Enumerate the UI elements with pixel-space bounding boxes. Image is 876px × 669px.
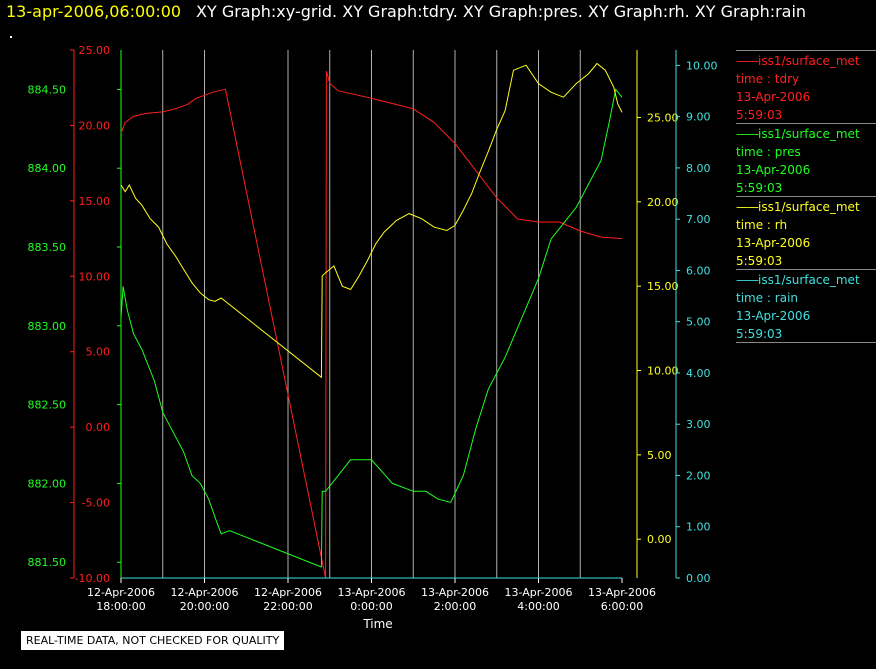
rh-tick-label: 25.00 — [647, 111, 679, 124]
legend-source: iss1/surface_met — [758, 127, 860, 141]
legend: ——iss1/surface_met time : tdry 13-Apr-20… — [736, 50, 876, 343]
legend-line-symbol: —— — [736, 200, 759, 214]
rain-tick-label: 8.00 — [686, 162, 711, 175]
rain-tick-label: 5.00 — [686, 316, 711, 329]
x-tick-label-time: 0:00:00 — [350, 600, 392, 613]
pres-tick-label: 881.50 — [28, 556, 67, 569]
status-dot — [10, 36, 12, 38]
graph-titles: XY Graph:xy-grid. XY Graph:tdry. XY Grap… — [196, 2, 807, 21]
rain-tick-label: 4.00 — [686, 367, 711, 380]
x-axis-label: Time — [362, 617, 392, 631]
legend-variable: time : rh — [736, 218, 788, 232]
tdry-series-line — [120, 70, 623, 579]
legend-date: 13-Apr-2006 — [736, 90, 811, 104]
legend-source: iss1/surface_met — [758, 54, 860, 68]
rain-tick-label: 6.00 — [686, 264, 711, 277]
pres-tick-label: 882.00 — [28, 477, 67, 490]
x-tick-label-date: 12-Apr-2006 — [87, 586, 155, 599]
rain-tick-label: 10.00 — [686, 59, 718, 72]
legend-time: 5:59:03 — [736, 254, 783, 268]
legend-bottom-rule — [736, 342, 876, 343]
legend-time: 5:59:03 — [736, 327, 783, 341]
legend-entry-pres: ——iss1/surface_met time : pres 13-Apr-20… — [736, 123, 876, 196]
x-tick-label-time: 2:00:00 — [434, 600, 476, 613]
rain-tick-label: 1.00 — [686, 521, 711, 534]
rh-series-line — [120, 62, 623, 379]
pres-tick-label: 884.50 — [28, 83, 67, 96]
legend-time: 5:59:03 — [736, 108, 783, 122]
legend-variable: time : tdry — [736, 72, 800, 86]
tdry-tick-label: -5.00 — [82, 497, 110, 510]
tdry-tick-label: 20.00 — [79, 119, 111, 132]
legend-line-symbol: —— — [736, 127, 759, 141]
x-tick-label-time: 20:00:00 — [180, 600, 229, 613]
rh-tick-label: 15.00 — [647, 280, 679, 293]
pres-series-line — [120, 88, 623, 568]
rh-tick-label: 0.00 — [647, 533, 672, 546]
legend-date: 13-Apr-2006 — [736, 236, 811, 250]
pres-tick-label: 882.50 — [28, 399, 67, 412]
timestamp: 13-apr-2006,06:00:00 — [6, 2, 182, 21]
x-tick-label-date: 13-Apr-2006 — [337, 586, 405, 599]
legend-variable: time : pres — [736, 145, 801, 159]
rh-tick-label: 20.00 — [647, 196, 679, 209]
tdry-tick-label: 0.00 — [86, 421, 111, 434]
tdry-tick-label: 25.00 — [79, 44, 111, 57]
legend-source: iss1/surface_met — [758, 273, 860, 287]
legend-time: 5:59:03 — [736, 181, 783, 195]
x-tick-label-date: 13-Apr-2006 — [504, 586, 572, 599]
pres-tick-label: 883.50 — [28, 241, 67, 254]
legend-entry-tdry: ——iss1/surface_met time : tdry 13-Apr-20… — [736, 50, 876, 123]
x-tick-label-time: 22:00:00 — [263, 600, 312, 613]
quality-note: REAL-TIME DATA, NOT CHECKED FOR QUALITY — [21, 631, 285, 650]
rain-tick-label: 9.00 — [686, 111, 711, 124]
rh-tick-label: 10.00 — [647, 365, 679, 378]
rain-tick-label: 7.00 — [686, 213, 711, 226]
rain-tick-label: 2.00 — [686, 469, 711, 482]
legend-entry-rain: ——iss1/surface_met time : rain 13-Apr-20… — [736, 269, 876, 342]
legend-line-symbol: —— — [736, 54, 759, 68]
legend-source: iss1/surface_met — [758, 200, 860, 214]
tdry-tick-label: -10.00 — [75, 572, 110, 585]
legend-line-symbol: —— — [736, 273, 759, 287]
pres-tick-label: 883.00 — [28, 320, 67, 333]
tdry-tick-label: 10.00 — [79, 270, 111, 283]
rain-tick-label: 0.00 — [686, 572, 711, 585]
tdry-tick-label: 5.00 — [86, 346, 111, 359]
legend-date: 13-Apr-2006 — [736, 309, 811, 323]
legend-variable: time : rain — [736, 291, 799, 305]
x-tick-label-time: 4:00:00 — [517, 600, 559, 613]
x-tick-label-date: 13-Apr-2006 — [588, 586, 656, 599]
header: 13-apr-2006,06:00:00 XY Graph:xy-grid. X… — [0, 0, 876, 30]
x-tick-label-time: 18:00:00 — [96, 600, 145, 613]
tdry-tick-label: 15.00 — [79, 195, 111, 208]
x-tick-label-time: 6:00:00 — [601, 600, 643, 613]
legend-entry-rh: ——iss1/surface_met time : rh 13-Apr-2006… — [736, 196, 876, 269]
x-tick-label-date: 13-Apr-2006 — [421, 586, 489, 599]
legend-date: 13-Apr-2006 — [736, 163, 811, 177]
rh-tick-label: 5.00 — [647, 449, 672, 462]
x-tick-label-date: 12-Apr-2006 — [170, 586, 238, 599]
rain-tick-label: 3.00 — [686, 418, 711, 431]
pres-tick-label: 884.00 — [28, 162, 67, 175]
x-tick-label-date: 12-Apr-2006 — [254, 586, 322, 599]
